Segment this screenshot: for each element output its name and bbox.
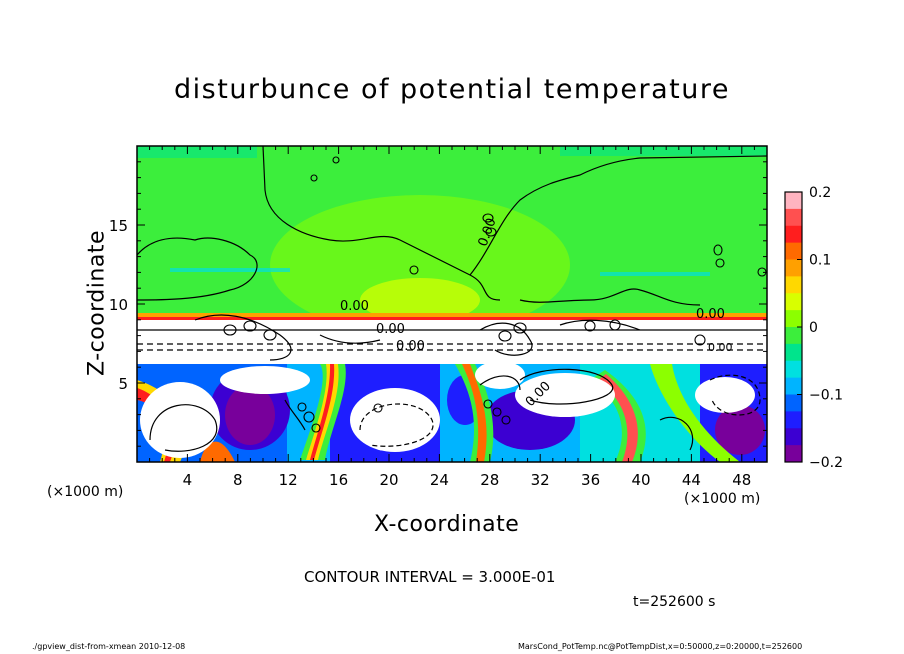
x-tick-label: 48 (732, 471, 751, 489)
colorbar-swatch (785, 394, 802, 412)
colorbar-tick-label: −0.2 (809, 455, 843, 471)
colorbar-swatch (785, 327, 802, 345)
colorbar-tick-label: 0.2 (809, 185, 831, 201)
inversion-orange-line (137, 313, 767, 317)
x-tick-label: 28 (480, 471, 499, 489)
x-tick-label: 12 (279, 471, 298, 489)
x-unit-label-left: (×1000 m) (47, 484, 124, 500)
x-tick-label: 32 (531, 471, 550, 489)
x-tick-label: 24 (430, 471, 449, 489)
upper-yellow-core (360, 278, 480, 322)
x-axis-label: X-coordinate (374, 512, 520, 537)
y-tick-label: 15 (109, 217, 128, 235)
colorbar-swatch (785, 208, 802, 227)
colorbar-swatch (785, 377, 802, 395)
colorbar-swatch (785, 276, 802, 294)
contour-interval-label: CONTOUR INTERVAL = 3.000E-01 (304, 568, 556, 586)
x-axis: 4 8 12 16 20 24 28 32 36 40 44 48 (149, 146, 755, 489)
x-tick-label: 8 (233, 471, 243, 489)
y-axis-label: Z-coordinate (84, 230, 110, 376)
colorbar-swatch (785, 293, 802, 311)
colorbar-swatch (785, 411, 802, 429)
x-tick-label: 44 (682, 471, 701, 489)
footer-data-source: MarsCond_PotTemp.nc@PotTempDist,x=0:5000… (518, 642, 803, 651)
colorbar-swatch (785, 242, 802, 260)
y-axis: 5 10 15 (109, 161, 767, 447)
contour-lines (137, 146, 767, 452)
x-tick-label: 36 (581, 471, 600, 489)
colorbar-tick-label: −0.1 (809, 388, 843, 404)
x-unit-label-right: (×1000 m) (684, 491, 761, 507)
colorbar-swatch (785, 360, 802, 379)
contour-label: 0.00 (708, 341, 733, 354)
inversion-white-band (137, 320, 767, 364)
colorbar-swatch (785, 225, 802, 244)
colorbar-swatch (785, 428, 802, 446)
x-tick-label: 20 (379, 471, 398, 489)
x-tick-label: 16 (329, 471, 348, 489)
x-tick-label: 40 (631, 471, 650, 489)
x-tick-label: 4 (183, 471, 193, 489)
contour-label: 0.00 (396, 339, 425, 354)
colorbar-tick-label: 0.1 (809, 253, 831, 269)
chart-title: disturbunce of potential temperature (174, 74, 730, 105)
contour-label: 0.00 (376, 322, 405, 337)
colorbar-swatch (785, 192, 802, 210)
colorbar: 0.2 0.1 0 −0.1 −0.2 (784, 185, 843, 471)
small-contour-loops (223, 156, 767, 433)
y-tick-label: 5 (118, 375, 128, 393)
colorbar-swatch (785, 445, 802, 463)
heatmap-field: 0.00 0.00 0.00 0.00 0.00 0.00 0.00 (137, 146, 767, 462)
colorbar-swatch (785, 259, 802, 277)
colorbar-swatch (785, 343, 802, 362)
colorbar-tick-label: 0 (809, 320, 818, 336)
inversion-red-line (137, 317, 767, 320)
contour-label: 0.00 (340, 299, 369, 314)
time-label: t=252600 s (633, 594, 716, 610)
footer-script-info: ./gpview_dist-from-xmean 2010-12-08 (32, 642, 186, 651)
contour-label: 0.00 (696, 307, 725, 322)
colorbar-swatch (785, 310, 802, 328)
y-tick-label: 10 (109, 296, 128, 314)
